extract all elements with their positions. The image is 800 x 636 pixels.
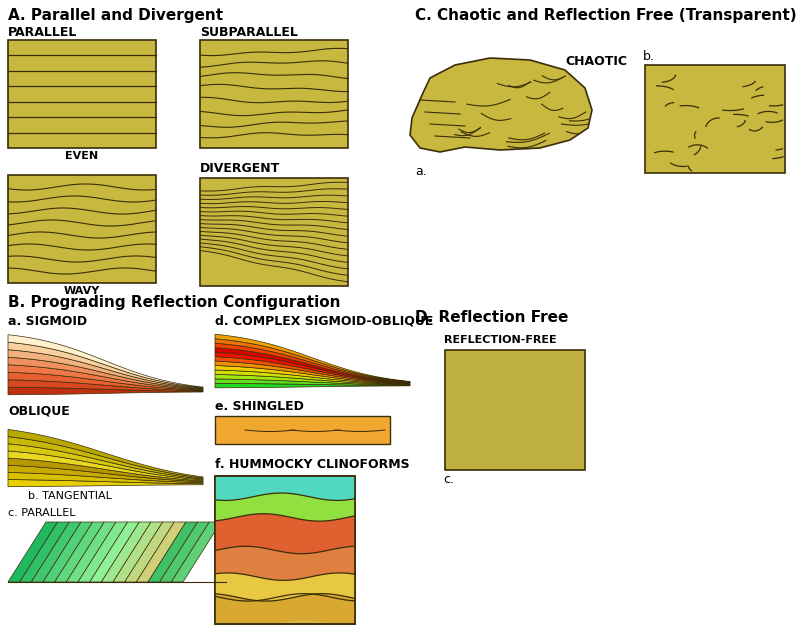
Polygon shape [215, 335, 410, 382]
Polygon shape [215, 348, 410, 383]
Polygon shape [8, 429, 203, 478]
Bar [215, 416, 390, 444]
Polygon shape [215, 593, 355, 623]
Polygon shape [8, 465, 203, 483]
Polygon shape [78, 522, 128, 582]
Polygon shape [215, 514, 355, 554]
Polygon shape [125, 522, 174, 582]
Polygon shape [410, 58, 592, 152]
Polygon shape [8, 364, 203, 390]
Polygon shape [20, 522, 70, 582]
Text: B. Prograding Reflection Configuration: B. Prograding Reflection Configuration [8, 295, 341, 310]
Polygon shape [113, 522, 162, 582]
Polygon shape [8, 372, 203, 391]
Bar [200, 40, 348, 148]
Polygon shape [31, 522, 81, 582]
Polygon shape [8, 444, 203, 480]
Polygon shape [215, 573, 355, 601]
Polygon shape [8, 522, 58, 582]
Polygon shape [8, 480, 203, 487]
Text: EVEN: EVEN [66, 151, 98, 161]
Bar [8, 40, 156, 148]
Text: f. HUMMOCKY CLINOFORMS: f. HUMMOCKY CLINOFORMS [215, 458, 410, 471]
Text: a.: a. [415, 165, 426, 178]
Polygon shape [8, 387, 203, 395]
Polygon shape [8, 350, 203, 389]
Polygon shape [215, 384, 410, 388]
Text: d. COMPLEX SIGMOID-OBLIQUE: d. COMPLEX SIGMOID-OBLIQUE [215, 315, 434, 328]
Text: CHAOTIC: CHAOTIC [565, 55, 627, 68]
Polygon shape [102, 522, 151, 582]
Polygon shape [8, 357, 203, 389]
Text: b.: b. [643, 50, 655, 63]
Polygon shape [90, 522, 139, 582]
Bar [8, 175, 156, 283]
Text: REFLECTION-FREE: REFLECTION-FREE [444, 335, 556, 345]
Polygon shape [8, 451, 203, 481]
Polygon shape [171, 522, 221, 582]
Polygon shape [215, 343, 410, 383]
Bar [645, 65, 785, 173]
Polygon shape [136, 522, 186, 582]
Polygon shape [8, 335, 203, 388]
Text: D. Reflection Free: D. Reflection Free [415, 310, 568, 325]
Polygon shape [215, 379, 410, 385]
Text: b. TANGENTIAL: b. TANGENTIAL [28, 491, 112, 501]
Polygon shape [66, 522, 116, 582]
Text: e. SHINGLED: e. SHINGLED [215, 400, 304, 413]
Polygon shape [8, 436, 203, 479]
Text: WAVY: WAVY [64, 286, 100, 296]
Polygon shape [160, 522, 210, 582]
Polygon shape [8, 342, 203, 389]
Text: C. Chaotic and Reflection Free (Transparent): C. Chaotic and Reflection Free (Transpar… [415, 8, 797, 23]
Text: A. Parallel and Divergent: A. Parallel and Divergent [8, 8, 223, 23]
Text: c.: c. [443, 473, 454, 486]
Bar [215, 476, 355, 624]
Polygon shape [8, 458, 203, 482]
Polygon shape [215, 366, 410, 384]
Text: PARALLEL: PARALLEL [8, 26, 78, 39]
Polygon shape [215, 493, 355, 521]
Text: c. PARALLEL: c. PARALLEL [8, 508, 75, 518]
Polygon shape [8, 473, 203, 484]
Polygon shape [215, 370, 410, 385]
Polygon shape [54, 522, 104, 582]
Polygon shape [215, 339, 410, 382]
Bar [445, 350, 585, 470]
Bar [215, 476, 355, 624]
Polygon shape [8, 380, 203, 391]
Polygon shape [215, 357, 410, 384]
Polygon shape [215, 352, 410, 384]
Polygon shape [43, 522, 93, 582]
Text: SUBPARALLEL: SUBPARALLEL [200, 26, 298, 39]
Polygon shape [215, 361, 410, 384]
Bar [200, 178, 348, 286]
Polygon shape [148, 522, 198, 582]
Text: a. SIGMOID: a. SIGMOID [8, 315, 87, 328]
Polygon shape [215, 375, 410, 385]
Text: DIVERGENT: DIVERGENT [200, 162, 280, 175]
Text: OBLIQUE: OBLIQUE [8, 405, 70, 418]
Polygon shape [215, 477, 355, 501]
Polygon shape [215, 546, 355, 580]
